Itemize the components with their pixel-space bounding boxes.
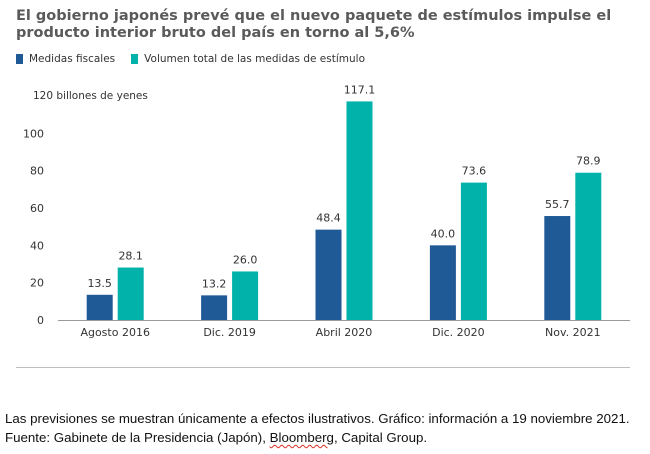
- y-tick-label: 0: [37, 314, 44, 327]
- bar-total: [346, 101, 373, 320]
- chart-title: El gobierno japonés prevé que el nuevo p…: [16, 8, 612, 41]
- data-label-total: 26.0: [233, 253, 258, 266]
- bar-fiscal: [315, 229, 342, 320]
- y-tick-label: 80: [30, 165, 44, 178]
- footnote-source-suffix: , Capital Group.: [333, 430, 428, 445]
- bar-fiscal: [201, 295, 228, 320]
- data-label-total: 73.6: [462, 165, 487, 178]
- data-label-fiscal: 40.0: [431, 227, 456, 240]
- legend-label-fiscal: Medidas fiscales: [29, 53, 116, 65]
- bar-chart: 0 20 40 60 80 100 13.5 28.1 Agosto 2016 13.2 26.0 D…: [16, 83, 630, 368]
- x-tick-label: Abril 2020: [316, 326, 373, 339]
- y-tick-label: 20: [30, 277, 44, 290]
- data-label-fiscal: 13.2: [202, 277, 227, 290]
- footnote-source: Fuente: Gabinete de la Presidencia (Japó…: [5, 428, 645, 447]
- data-label-total: 28.1: [118, 250, 143, 263]
- y-tick-label: 100: [23, 127, 44, 140]
- data-label-total: 78.9: [576, 155, 601, 168]
- x-tick-label: Agosto 2016: [80, 326, 150, 339]
- footnote-disclaimer: Las previsiones se muestran únicamente a…: [5, 411, 630, 426]
- footnote-source-flagged-word: Bloomberg: [269, 430, 334, 445]
- bar-total: [575, 172, 602, 320]
- legend-swatch-fiscal: [16, 54, 23, 64]
- data-label-fiscal: 13.5: [87, 277, 112, 290]
- bar-fiscal: [86, 294, 113, 320]
- data-label-fiscal: 48.4: [316, 212, 341, 225]
- bar-fiscal: [429, 245, 456, 320]
- legend-label-total: Volumen total de las medidas de estímulo: [144, 53, 365, 65]
- x-tick-label: Dic. 2020: [432, 326, 485, 339]
- bar-total: [460, 182, 487, 320]
- data-label-fiscal: 55.7: [545, 198, 570, 211]
- bar-total: [117, 267, 144, 320]
- legend-item-total: Volumen total de las medidas de estímulo: [131, 53, 365, 65]
- y-tick-label: 40: [30, 239, 44, 252]
- x-tick-label: Dic. 2019: [203, 326, 256, 339]
- data-label-total: 117.1: [344, 83, 376, 96]
- bar-total: [232, 271, 259, 320]
- legend-item-fiscal: Medidas fiscales: [16, 53, 115, 65]
- chart-legend: Medidas fiscales Volumen total de las me…: [16, 53, 381, 65]
- bar-fiscal: [544, 216, 571, 320]
- x-tick-label: Nov. 2021: [545, 326, 601, 339]
- footnote: Las previsiones se muestran únicamente a…: [5, 409, 645, 447]
- footnote-source-prefix: Fuente: Gabinete de la Presidencia (Japó…: [5, 430, 270, 445]
- y-tick-label: 60: [30, 202, 44, 215]
- y-axis-unit-label: 120 billones de yenes: [33, 90, 148, 102]
- legend-swatch-total: [131, 54, 139, 64]
